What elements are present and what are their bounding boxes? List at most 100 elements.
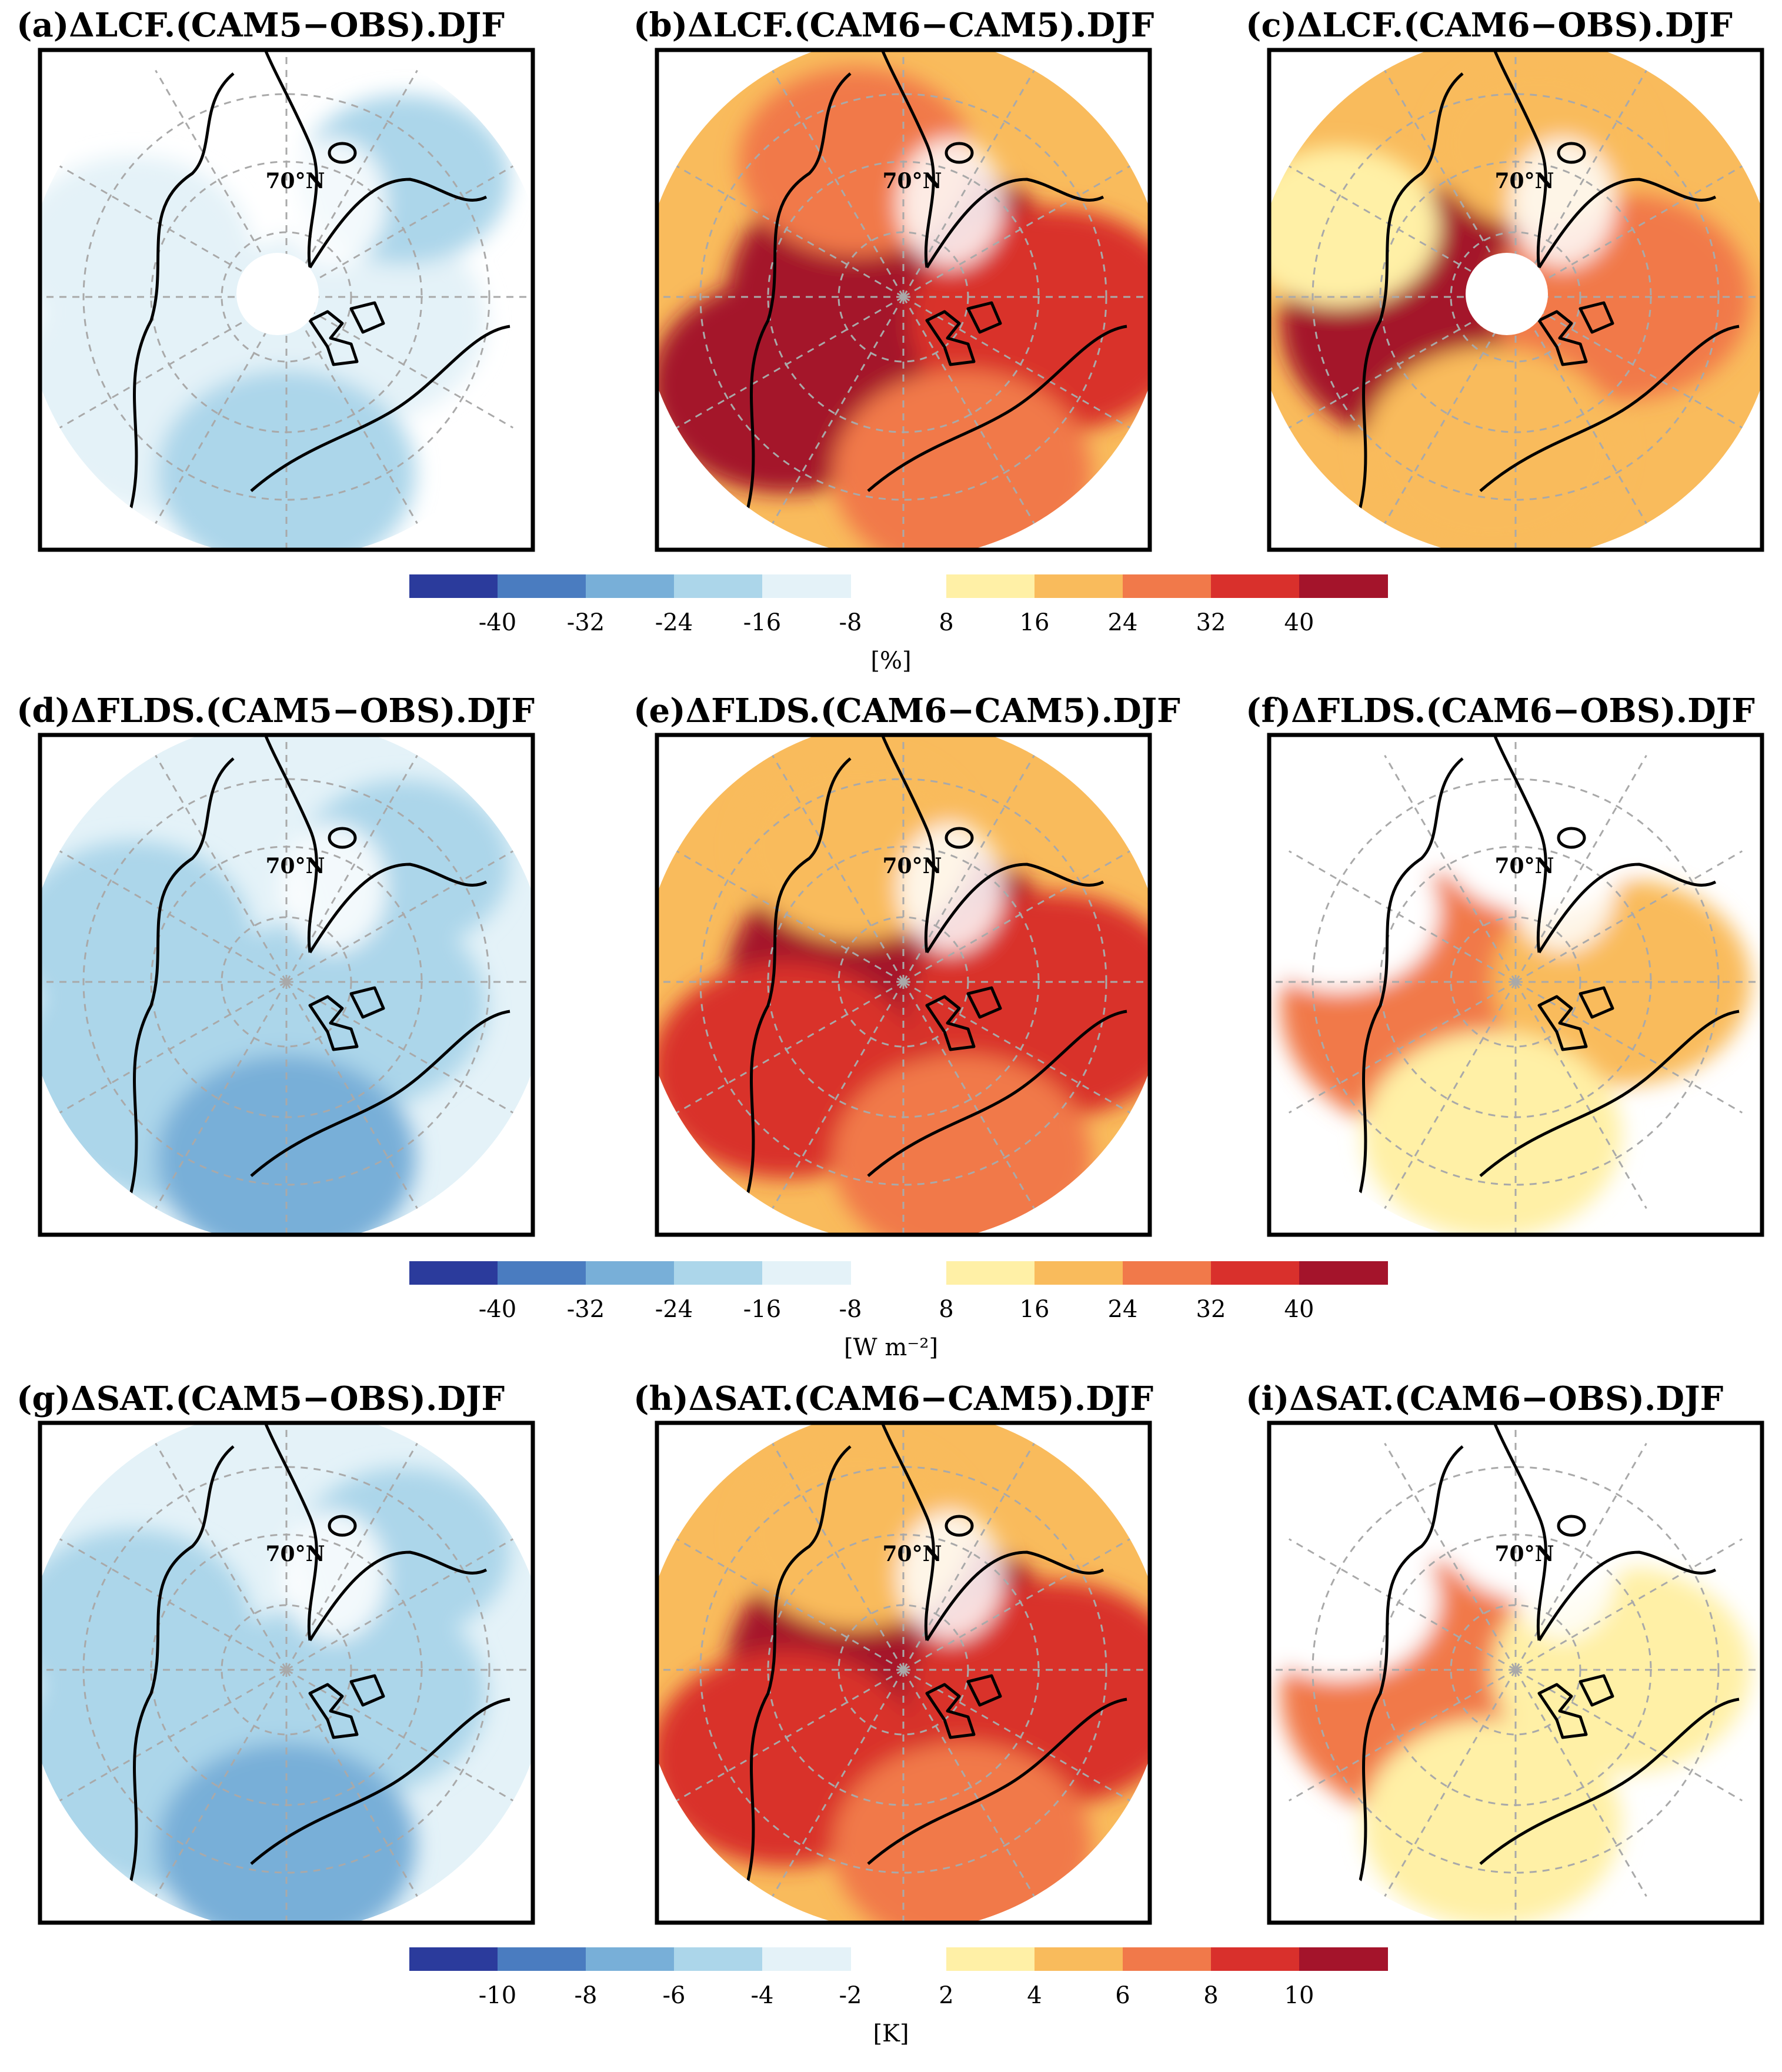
coastline-archipelago — [925, 986, 1002, 1051]
meridian-line — [903, 981, 1131, 1114]
field-blob — [833, 370, 1092, 550]
field-blob — [40, 841, 251, 1029]
coastline-island — [945, 1515, 974, 1537]
map-panel-b: (b)ΔLCF.(CAM6−CAM5).DJF 70°N — [633, 6, 1154, 552]
coastline-greenland — [308, 1550, 488, 1642]
meridian-line — [903, 296, 1131, 429]
colorbar-tick-label: 8 — [939, 609, 953, 636]
colorbar-tick-label: -40 — [479, 609, 516, 636]
coastline-eurasia — [1355, 72, 1464, 521]
colorbar-swatch-negative — [762, 1947, 851, 1971]
latitude-label: 70°N — [265, 169, 325, 193]
meridian-line — [286, 165, 514, 298]
colorbar-swatch-positive — [1123, 574, 1212, 598]
panel-frame — [1267, 48, 1764, 552]
coastline-north-america — [1479, 1697, 1740, 1865]
meridian-line — [155, 981, 288, 1209]
panel-title: (b)ΔLCF.(CAM6−CAM5).DJF — [633, 6, 1154, 45]
colorbar-tick-label: -24 — [655, 1296, 693, 1323]
meridian-line — [772, 754, 905, 982]
coastline-greenland — [308, 178, 488, 269]
colorbar-tick-label: -10 — [479, 1982, 516, 2009]
colorbar-swatch-negative — [674, 574, 763, 598]
latitude-label: 70°N — [1494, 1542, 1554, 1566]
meridian-line — [1384, 1442, 1517, 1670]
colorbar-tick-label: 4 — [1027, 1982, 1042, 2009]
field-blob — [40, 156, 251, 344]
coastline-greenland-west — [1490, 50, 1547, 268]
map-panel-f: (f)ΔFLDS.(CAM6−OBS).DJF 70°N — [1246, 691, 1764, 1237]
meridian-line — [772, 981, 905, 1209]
colorbar-tick-label: -32 — [567, 1296, 605, 1323]
field-blob — [1363, 1719, 1621, 1923]
meridian-line — [285, 296, 418, 524]
meridian-line — [676, 1669, 904, 1802]
meridian-line — [286, 850, 514, 983]
coastline-eurasia — [743, 757, 852, 1206]
latitude-circle — [82, 778, 490, 1186]
coastline-archipelago — [308, 301, 385, 366]
coastline-eurasia — [126, 1445, 235, 1894]
colorbar-flds: -40 8 -32 16 -24 24 -16 32 -8 40 [W m⁻²] — [409, 1261, 1388, 1361]
coastline-north-america — [1479, 1010, 1740, 1177]
colorbar-tick-label: -8 — [839, 609, 862, 636]
coastline-greenland-west — [878, 735, 935, 953]
meridian-line — [1288, 850, 1516, 983]
colorbar-tick-label: -24 — [655, 609, 693, 636]
meridian-line — [1514, 296, 1647, 524]
field-blob — [1269, 146, 1439, 306]
colorbar-swatch-positive — [1035, 574, 1123, 598]
colorbar-swatch-positive — [1035, 1947, 1123, 1971]
coastline-island — [328, 1515, 357, 1537]
colorbar-tick-label: -2 — [839, 1982, 862, 2009]
colorbar-swatch-positive — [1299, 1261, 1388, 1285]
meridian-line — [286, 981, 514, 1114]
colorbar-tick-label: -32 — [567, 609, 605, 636]
colorbar-tick-label: 16 — [1020, 1296, 1050, 1323]
coastline-archipelago — [1537, 986, 1614, 1051]
colorbar-sat: -10 2 -8 4 -6 6 -4 8 -2 10 [K] — [409, 1947, 1388, 2047]
coastlines — [1355, 1423, 1740, 1894]
meridian-line — [59, 1669, 287, 1802]
coastline-archipelago — [308, 986, 385, 1051]
coastline-archipelago — [1537, 1674, 1614, 1739]
colorbar-tick-label: 32 — [1196, 1296, 1226, 1323]
field-blob — [1363, 1031, 1621, 1235]
map-panel-a: (a)ΔLCF.(CAM5−OBS).DJF 70°N — [16, 6, 535, 552]
meridian-line — [676, 981, 904, 1114]
coastline-island — [945, 827, 974, 849]
coastlines — [126, 735, 510, 1206]
latitude-circle — [1312, 778, 1720, 1186]
colorbar-tick-label: -16 — [743, 609, 781, 636]
meridian-line — [155, 1669, 288, 1897]
field-blob — [40, 1529, 251, 1717]
meridian-line — [676, 165, 904, 298]
coastline-archipelago — [1537, 301, 1614, 366]
meridian-line — [285, 981, 418, 1209]
panel-frame — [38, 48, 535, 552]
meridian-line — [903, 1669, 1131, 1802]
coastline-archipelago — [925, 1674, 1002, 1739]
colorbar-swatch-negative — [498, 1947, 586, 1971]
latitude-circle — [82, 93, 490, 501]
coastlines — [1355, 735, 1740, 1206]
panel-frame — [1267, 733, 1764, 1237]
latitude-circle — [699, 1466, 1107, 1874]
meridian-line — [676, 850, 904, 983]
meridian-line — [286, 1669, 514, 1802]
coastline-island — [328, 142, 357, 164]
meridian-line — [1514, 1669, 1647, 1897]
panel-title: (h)ΔSAT.(CAM6−CAM5).DJF — [633, 1379, 1153, 1418]
panel-frame — [1267, 1421, 1764, 1925]
panel-frame — [655, 48, 1152, 552]
meridian-line — [286, 1538, 514, 1671]
field-blob — [1363, 346, 1621, 550]
meridian-line — [902, 981, 1035, 1209]
meridian-line — [1288, 981, 1516, 1114]
colorbar-tick-label: 8 — [1203, 1982, 1218, 2009]
panel-title: (c)ΔLCF.(CAM6−OBS).DJF — [1246, 6, 1733, 45]
meridian-line — [902, 1669, 1035, 1897]
meridian-line — [285, 1669, 418, 1897]
colorbar-tick-label: -8 — [839, 1296, 862, 1323]
colorbar-swatch-negative — [409, 1261, 498, 1285]
